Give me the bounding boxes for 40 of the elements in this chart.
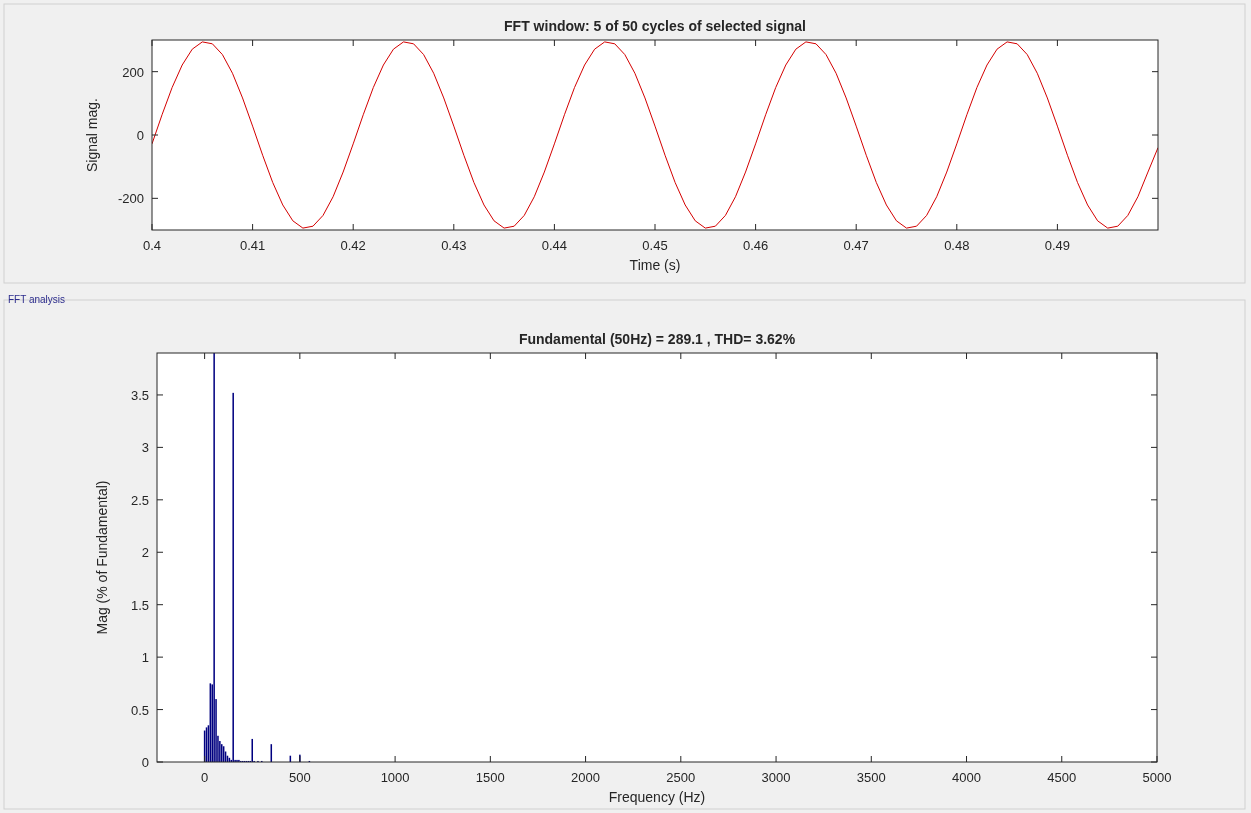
x-tick-label: 1500 — [475, 770, 505, 785]
x-axis-title: Time (s) — [629, 257, 681, 273]
x-tick-label: 3500 — [856, 770, 886, 785]
line-series — [152, 41, 1158, 229]
x-tick-label: 1000 — [380, 770, 410, 785]
y-tick-label: 0.5 — [130, 702, 149, 718]
x-tick-label: 0.46 — [742, 238, 769, 253]
y-tick-label: 3.5 — [130, 387, 149, 403]
y-tick-label: 200 — [122, 64, 144, 80]
y-tick-label: -200 — [117, 191, 144, 207]
y-tick-label: 0 — [136, 128, 144, 143]
y-axis-title: Mag (% of Fundamental) — [94, 480, 110, 635]
x-axis-title: Frequency (Hz) — [608, 789, 706, 805]
x-tick-label: 4500 — [1047, 770, 1077, 785]
y-tick-label: 1.5 — [130, 597, 149, 613]
x-tick-label: 3000 — [761, 770, 791, 785]
chart-title: FFT window: 5 of 50 cycles of selected signal — [504, 18, 806, 34]
x-tick-label: 2500 — [666, 770, 696, 785]
x-tick-label: 0.48 — [944, 238, 970, 253]
y-tick-label: 0 — [141, 755, 149, 770]
x-tick-label: 0.43 — [441, 238, 467, 253]
x-tick-label: 0.47 — [843, 238, 869, 253]
y-axis-title: Signal mag. — [84, 98, 100, 172]
x-tick-label: 0.49 — [1044, 238, 1071, 253]
x-tick-label: 0.45 — [642, 238, 668, 253]
x-tick-label: 0.42 — [340, 238, 366, 253]
y-tick-label: 2 — [141, 545, 149, 561]
x-tick-label: 5000 — [1142, 770, 1172, 785]
x-tick-label: 0.4 — [142, 238, 162, 253]
text: FFT analysis — [8, 293, 66, 305]
chart-title: Fundamental (50Hz) = 289.1 , THD= 3.62% — [518, 331, 796, 347]
y-tick-label: 2.5 — [130, 492, 149, 508]
x-tick-label: 2000 — [571, 770, 601, 785]
x-tick-label: 4000 — [952, 770, 981, 785]
y-tick-label: 3 — [141, 440, 149, 456]
y-tick-label: 1 — [141, 650, 149, 666]
x-tick-label: 0 — [201, 770, 209, 785]
x-tick-label: 500 — [289, 770, 311, 785]
x-tick-label: 0.41 — [239, 238, 266, 253]
x-tick-label: 0.44 — [541, 238, 568, 253]
